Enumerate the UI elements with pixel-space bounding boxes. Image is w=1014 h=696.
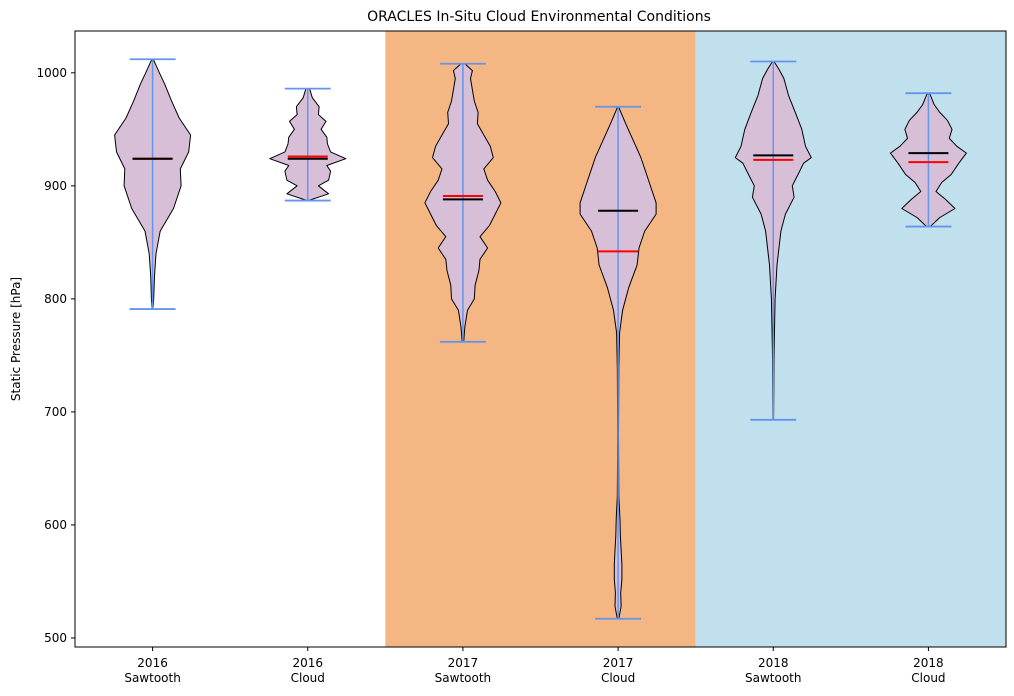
x-tick-label-line2: Cloud	[911, 671, 945, 685]
chart-title: ORACLES In-Situ Cloud Environmental Cond…	[367, 9, 711, 25]
x-tick-label-line2: Sawtooth	[435, 671, 491, 685]
x-axis: 2016Sawtooth2016Cloud2017Sawtooth2017Clo…	[124, 647, 946, 685]
plot-frame	[74, 30, 1007, 648]
background-band-1	[385, 31, 696, 647]
y-tick-label: 1000	[36, 66, 67, 80]
violin-1	[114, 58, 192, 310]
violin-4	[579, 105, 657, 620]
violins	[114, 58, 967, 620]
y-axis: 500 600 700 800 900 1000	[36, 66, 75, 645]
violin-5	[734, 60, 812, 421]
x-tick-label-line1: 2017	[603, 656, 634, 670]
x-tick-label-line2: Cloud	[601, 671, 635, 685]
y-tick-label: 600	[44, 518, 67, 532]
x-tick-label-line1: 2016	[137, 656, 168, 670]
y-tick-label: 900	[44, 179, 67, 193]
y-tick-label: 700	[44, 405, 67, 419]
y-tick-label: 800	[44, 292, 67, 306]
x-tick-label-line1: 2018	[913, 656, 944, 670]
x-tick-label-line2: Cloud	[291, 671, 325, 685]
background-band-2	[695, 31, 1006, 647]
x-tick-label-line1: 2016	[292, 656, 323, 670]
violin-6	[889, 92, 967, 228]
y-axis-label: Static Pressure [hPa]	[9, 277, 23, 401]
violin-3	[424, 62, 502, 343]
violin-2	[269, 87, 347, 202]
x-tick-label-line1: 2017	[448, 656, 479, 670]
x-tick-label-line2: Sawtooth	[124, 671, 180, 685]
y-tick-label: 500	[44, 631, 67, 645]
x-tick-label-line1: 2018	[758, 656, 789, 670]
x-tick-label-line2: Sawtooth	[745, 671, 801, 685]
